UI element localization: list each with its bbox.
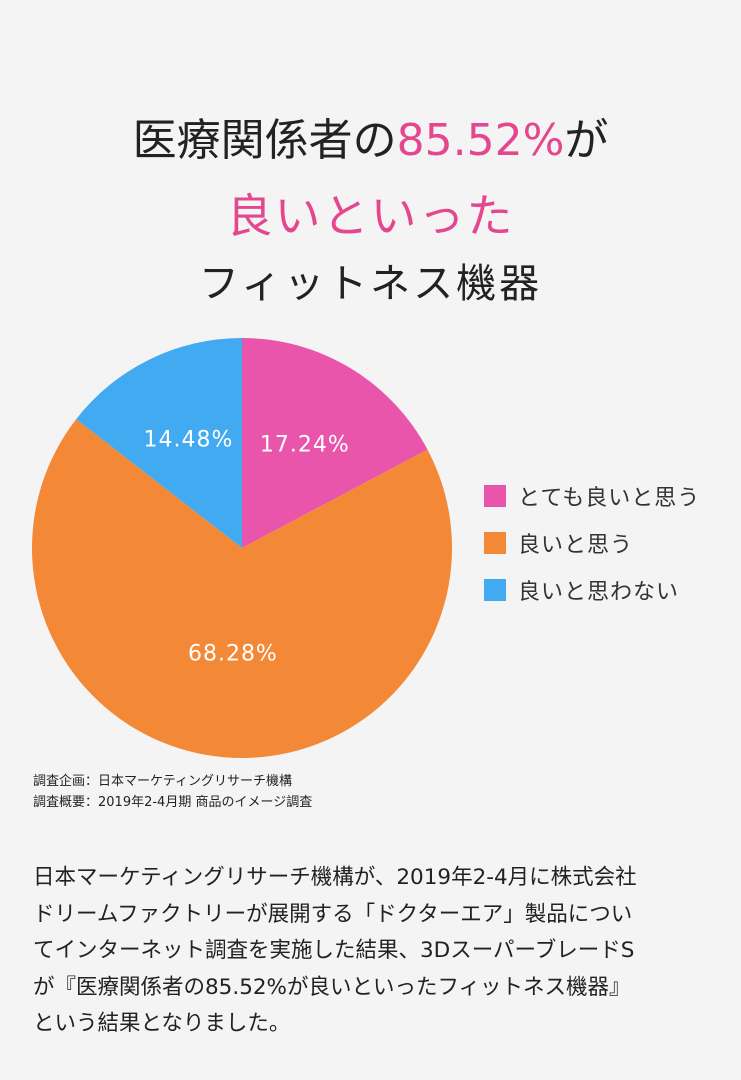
description-line: という結果となりました。 — [33, 1011, 291, 1036]
description-line: ドリームファクトリーが展開する「ドクターエア」製品につい — [33, 901, 633, 927]
headline-percent: 85.52% — [396, 115, 565, 166]
legend-item: とても良いと思う — [484, 472, 700, 519]
pie-chart: 17.24% 68.28% 14.48% — [31, 338, 452, 758]
legend-swatch — [484, 531, 506, 554]
legend-swatch — [484, 484, 506, 507]
legend-label: とても良いと思う — [518, 485, 701, 511]
pie-slice-label: 17.24% — [260, 433, 350, 458]
pie-slice — [31, 419, 452, 758]
description-line: 日本マーケティングリサーチ機構が、2019年2-4月に株式会社 — [33, 865, 637, 890]
pie-slice-label: 14.48% — [144, 428, 234, 453]
legend-item: 良いと思う — [484, 519, 700, 566]
legend-item: 良いと思わない — [484, 566, 700, 613]
pie-slice-label: 68.28% — [188, 642, 278, 667]
headline-line1-before: 医療関係者の — [132, 115, 397, 166]
survey-planner: 調査企画：日本マーケティングリサーチ機構 — [33, 774, 292, 789]
chart-legend: とても良いと思う 良いと思う 良いと思わない — [484, 472, 700, 613]
headline-line3: フィットネス機器 — [198, 261, 543, 307]
survey-summary: 調査概要：2019年2-4月期 商品のイメージ調査 — [33, 795, 313, 810]
headline-line1: 医療関係者の85.52%が — [0, 112, 741, 170]
pie-slice — [76, 338, 242, 548]
headline-line2: 良いといった — [226, 189, 515, 243]
legend-label: 良いと思わない — [518, 579, 680, 605]
pie-slice — [242, 338, 428, 548]
survey-notes: 調査企画：日本マーケティングリサーチ機構 調査概要：2019年2-4月期 商品の… — [33, 771, 312, 813]
legend-label: 良いと思う — [518, 532, 634, 558]
description-line: が『医療関係者の85.52%が良いといったフィットネス機器』 — [33, 974, 631, 1000]
description-text: 日本マーケティングリサーチ機構が、2019年2-4月に株式会社 ドリームファクト… — [33, 860, 723, 1043]
description-line: てインターネット調査を実施した結果、3DスーパーブレードS — [33, 938, 635, 963]
headline-line1-after: が — [564, 115, 609, 166]
legend-swatch — [484, 578, 506, 601]
